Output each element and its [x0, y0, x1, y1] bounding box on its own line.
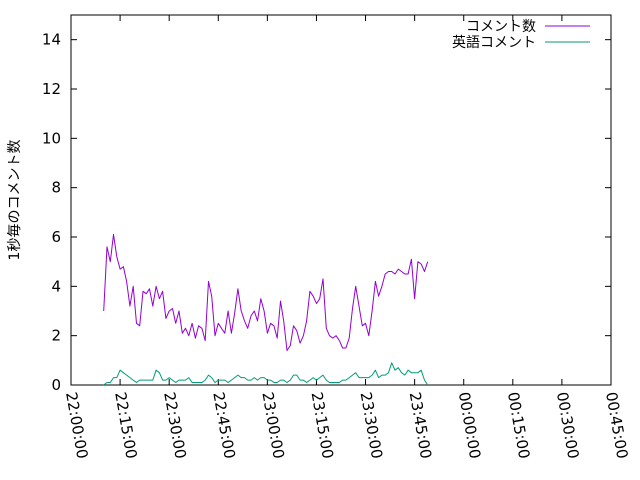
y-tick-label: 6 [51, 228, 61, 246]
x-tick-label: 00:15:00 [504, 391, 533, 460]
x-tick-label: 22:45:00 [209, 391, 238, 460]
y-tick-label: 2 [51, 327, 61, 345]
x-tick-label: 23:45:00 [406, 391, 435, 460]
y-axis-ticks: 0 2 4 6 8 10 12 14 [42, 31, 611, 394]
x-axis-ticks: 22:00:00 22:15:00 22:30:00 22:45:00 23:00:00… [62, 15, 631, 460]
y-tick-label: 8 [51, 179, 61, 197]
x-tick-label: 23:30:00 [357, 391, 386, 460]
x-tick-label: 23:15:00 [308, 391, 337, 460]
series-line-0 [103, 234, 429, 351]
y-axis-label: 1秒毎のコメント数 [7, 140, 23, 261]
series-line-1 [103, 362, 429, 386]
x-tick-label: 22:30:00 [160, 391, 189, 460]
plot-frame [70, 14, 612, 386]
x-tick-label: 22:15:00 [111, 391, 140, 460]
y-tick-label: 4 [51, 277, 61, 295]
x-tick-label: 00:45:00 [602, 391, 631, 460]
y-tick-label: 14 [42, 31, 61, 49]
legend-label: 英語コメント [452, 34, 536, 51]
y-tick-label: 12 [42, 80, 61, 98]
x-tick-label: 23:00:00 [258, 391, 287, 460]
x-tick-label: 00:00:00 [455, 391, 484, 460]
x-tick-label: 00:30:00 [553, 391, 582, 460]
x-tick-label: 22:00:00 [62, 391, 91, 460]
y-tick-label: 10 [42, 129, 61, 147]
series-lines [103, 234, 429, 386]
y-tick-label: 0 [51, 376, 61, 394]
legend-label: コメント数 [466, 19, 536, 35]
